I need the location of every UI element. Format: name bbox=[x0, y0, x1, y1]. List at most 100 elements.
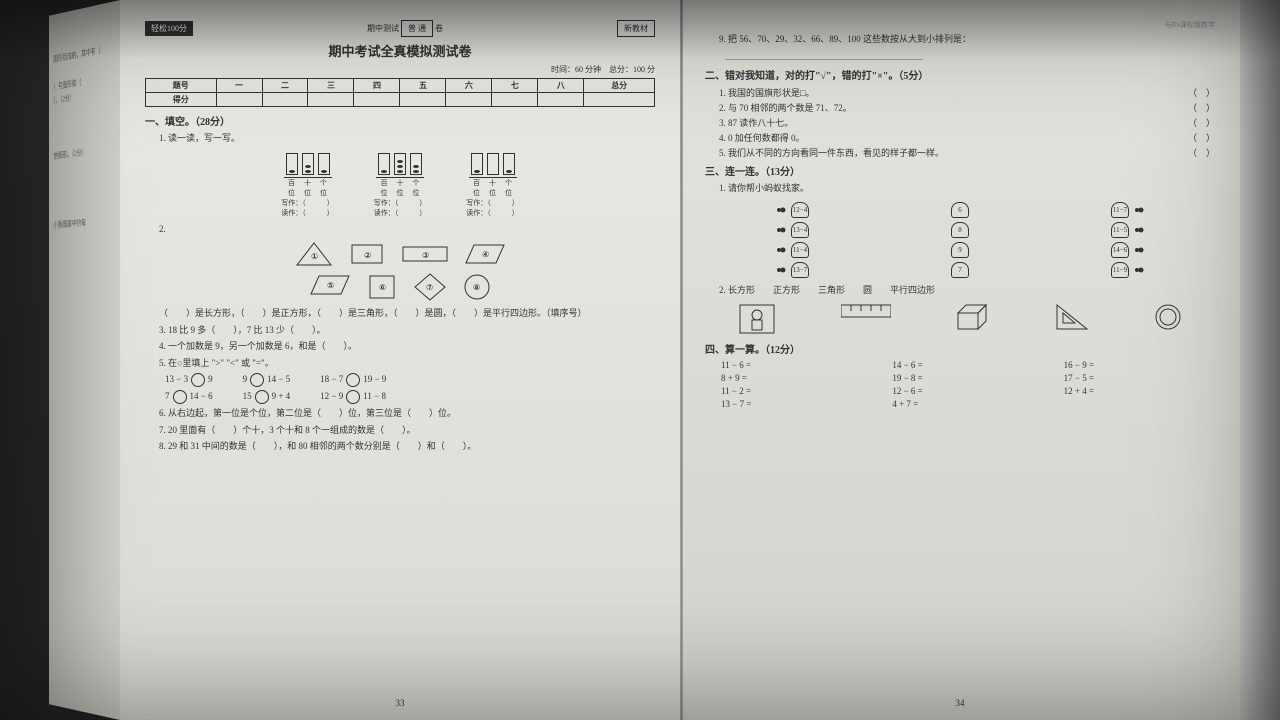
shape-diamond: ⑦ bbox=[413, 272, 447, 302]
svg-text:⑦: ⑦ bbox=[426, 283, 433, 292]
shape-para: ④ bbox=[464, 241, 506, 267]
shape-para2: ⑤ bbox=[309, 272, 351, 298]
ants-left: 12−4 13−4 11−4 13−7 bbox=[776, 202, 809, 278]
section-2-title: 二、错对我知道，对的打"√"，错的打"×"。（5分） bbox=[705, 67, 1215, 82]
shapes-row-2: ⑤ ⑥ ⑦ ⑧ bbox=[145, 272, 655, 302]
table-row: 得分 bbox=[146, 93, 655, 107]
ant-item: 13−7 bbox=[776, 262, 809, 278]
ants-right: 11−7 11−5 14−6 11−9 bbox=[1111, 202, 1144, 278]
photo-scene: 图形组成的，其中有（ ）号图形和（ ）。（2分） 他图形。（2分） 小狗图案中的… bbox=[0, 0, 1280, 720]
ant-item: 11−5 bbox=[1111, 222, 1144, 238]
calc bbox=[1064, 399, 1215, 409]
ant-icon bbox=[776, 205, 788, 215]
level-box: 普 通 bbox=[401, 20, 433, 37]
svg-text:⑤: ⑤ bbox=[327, 281, 334, 290]
shape-rect-long: ③ bbox=[401, 241, 449, 267]
calc: 11 − 2 = bbox=[721, 386, 872, 396]
svg-text:②: ② bbox=[364, 251, 371, 260]
section-3-title: 三、连一连。（13分） bbox=[705, 163, 1215, 178]
calc: 13 − 7 = bbox=[721, 399, 872, 409]
ant-icon bbox=[1132, 225, 1144, 235]
ant-icon bbox=[776, 265, 788, 275]
calc: 12 + 4 = bbox=[1064, 386, 1215, 396]
abacus-2: 百位十位个位 写作：（ ）读作：（ ） bbox=[374, 151, 427, 218]
ant-item: 13−4 bbox=[776, 222, 809, 238]
previous-page-partial: 图形组成的，其中有（ ）号图形和（ ）。（2分） 他图形。（2分） 小狗图案中的… bbox=[49, 0, 120, 720]
abacus-1: 百位十位个位 写作：（ ）读作：（ ） bbox=[281, 151, 334, 218]
shapes-row: ① ② ③ ④ bbox=[145, 241, 655, 267]
ant-icon bbox=[1132, 265, 1144, 275]
q6: 6. 从右边起，第一位是个位，第二位是（ ）位，第三位是（ ）位。 bbox=[159, 407, 655, 421]
page-33: 轻松100分 期中测试 普 通 卷 新教材 期中考试全真模拟测试卷 时间：60 … bbox=[120, 0, 680, 720]
obj-box bbox=[956, 303, 990, 331]
timing-line: 时间：60 分钟 总分：100 分 bbox=[145, 64, 655, 75]
open-book: 图形组成的，其中有（ ）号图形和（ ）。（2分） 他图形。（2分） 小狗图案中的… bbox=[0, 0, 1280, 720]
calc: 11 − 6 = bbox=[721, 360, 872, 370]
object-row bbox=[705, 303, 1215, 335]
calc-grid: 11 − 6 = 14 − 6 = 16 − 9 = 8 + 9 = 19 − 8 =… bbox=[721, 360, 1215, 409]
header-tags: 轻松100分 期中测试 普 通 卷 新教材 bbox=[145, 20, 655, 37]
calc: 19 − 8 = bbox=[892, 373, 1043, 383]
ant-icon bbox=[776, 225, 788, 235]
tf-4: 4. 0 加任何数都得 0。（ ） bbox=[719, 131, 1215, 144]
compare-row-1: 13 − 39 914 − 5 18 − 719 − 9 bbox=[165, 373, 655, 387]
ant-matching: 12−4 13−4 11−4 13−7 6 8 9 7 11−7 11−5 14… bbox=[705, 202, 1215, 278]
shape-square: ⑥ bbox=[366, 272, 398, 302]
calc: 16 − 9 = bbox=[1064, 360, 1215, 370]
badge-100: 轻松100分 bbox=[145, 21, 193, 36]
tf-2: 2. 与 70 相邻的两个数是 71、72。（ ） bbox=[719, 101, 1215, 114]
ant-icon bbox=[776, 245, 788, 255]
compare-row-2: 714 − 6 159 + 4 12 − 911 − 8 bbox=[165, 390, 655, 404]
svg-text:④: ④ bbox=[482, 250, 489, 259]
obj-doll bbox=[738, 303, 776, 335]
page-number-34: 34 bbox=[956, 698, 965, 708]
q5: 5. 在○里填上 ">" "<" 或 "="。 bbox=[159, 357, 655, 371]
book-fold bbox=[680, 0, 683, 720]
calc: 4 + 7 = bbox=[892, 399, 1043, 409]
table-row: 题号一二三四五六七八总分 bbox=[146, 79, 655, 93]
q9: 9. 把 56、70、29、32、66、89、100 这些数按从大到小排列是： bbox=[719, 33, 1215, 47]
page-34: 与BS课标版数学 9. 把 56、70、29、32、66、89、100 这些数按… bbox=[680, 0, 1240, 720]
obj-ruler bbox=[841, 303, 891, 319]
svg-text:③: ③ bbox=[422, 251, 429, 260]
calc: 14 − 6 = bbox=[892, 360, 1043, 370]
q2-text: （ ）是长方形，（ ）是正方形，（ ）是三角形，（ ）是圆，（ ）是平行四边形。… bbox=[159, 307, 655, 321]
q3: 3. 18 比 9 多（ ），7 比 13 少（ ）。 bbox=[159, 324, 655, 338]
ant-icon bbox=[1132, 205, 1144, 215]
ant-item: 12−4 bbox=[776, 202, 809, 218]
tf-1: 1. 我国的国旗形状是□。（ ） bbox=[719, 86, 1215, 99]
obj-coin bbox=[1154, 303, 1182, 331]
svg-text:⑧: ⑧ bbox=[473, 283, 480, 292]
new-material-box: 新教材 bbox=[617, 20, 655, 37]
shape-triangle: ① bbox=[295, 241, 333, 267]
q7: 7. 20 里面有（ ）个十，3 个十和 8 个一组成的数是（ ）。 bbox=[159, 424, 655, 438]
s3-q1: 1. 请你帮小蚂蚁找家。 bbox=[719, 182, 1215, 196]
prev-page-text: 图形组成的，其中有（ ）号图形和（ ）。（2分） 他图形。（2分） 小狗图案中的… bbox=[49, 0, 120, 241]
q2-label: 2. bbox=[159, 223, 655, 237]
ant-item: 14−6 bbox=[1111, 242, 1144, 258]
section-1-title: 一、填空。（28分） bbox=[145, 113, 655, 128]
tf-3: 3. 87 读作八十七。（ ） bbox=[719, 116, 1215, 129]
page-number-33: 33 bbox=[396, 698, 405, 708]
calc: 12 − 6 = bbox=[892, 386, 1043, 396]
ant-item: 11−9 bbox=[1111, 262, 1144, 278]
obj-triangle-ruler bbox=[1055, 303, 1089, 331]
section-4-title: 四、算一算。（12分） bbox=[705, 341, 1215, 356]
tf-5: 5. 我们从不同的方向看同一件东西，看见的样子都一样。（ ） bbox=[719, 146, 1215, 159]
svg-text:⑥: ⑥ bbox=[379, 283, 386, 292]
calc: 8 + 9 = bbox=[721, 373, 872, 383]
homes-mid: 6 8 9 7 bbox=[951, 202, 969, 278]
exam-title: 期中考试全真模拟测试卷 bbox=[145, 41, 655, 60]
page-dark-edge bbox=[1240, 0, 1280, 720]
shape-rect: ② bbox=[348, 241, 386, 267]
ant-icon bbox=[1132, 245, 1144, 255]
svg-text:①: ① bbox=[311, 252, 318, 261]
ant-item: 11−4 bbox=[776, 242, 809, 258]
abacus-3: 百位十位个位 写作：（ ）读作：（ ） bbox=[466, 151, 519, 218]
shape-circle: ⑧ bbox=[462, 272, 492, 302]
q8: 8. 29 和 31 中间的数是（ ），和 80 相邻的两个数分别是（ ）和（ … bbox=[159, 440, 655, 454]
s3-q2: 2. 长方形 正方形 三角形 圆 平行四边形 bbox=[719, 284, 1215, 298]
score-table: 题号一二三四五六七八总分 得分 bbox=[145, 78, 655, 107]
ant-item: 11−7 bbox=[1111, 202, 1144, 218]
q9-blank: ＿＿＿＿＿＿＿＿＿＿＿＿＿＿＿＿＿＿＿＿＿＿ bbox=[725, 50, 1215, 64]
